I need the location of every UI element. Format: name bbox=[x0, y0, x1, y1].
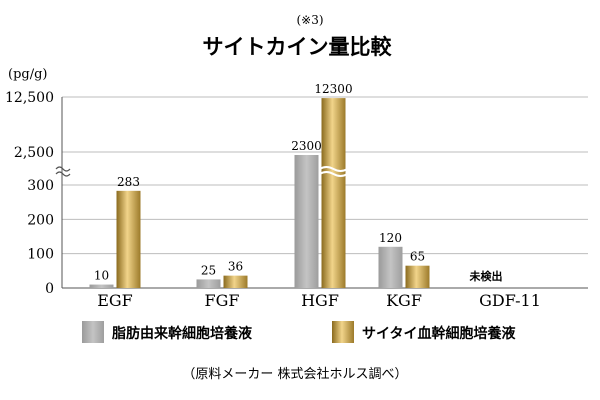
legend: 脂肪由来幹細胞培養液 サイタイ血幹細胞培養液 bbox=[82, 321, 516, 343]
x-tick-label: KGF bbox=[386, 291, 422, 310]
data-label: 2300 bbox=[291, 139, 322, 153]
axis-break-mark bbox=[55, 166, 71, 172]
y-tick-label: 2,500 bbox=[14, 145, 54, 161]
y-tick-label: 100 bbox=[27, 247, 54, 263]
bar-break-mark bbox=[319, 166, 348, 172]
bar bbox=[294, 155, 319, 288]
reference-note: (※3) bbox=[296, 13, 323, 27]
bar bbox=[321, 98, 346, 288]
legend-swatch-cord-blood bbox=[332, 321, 354, 343]
legend-label-adipose: 脂肪由来幹細胞培養液 bbox=[111, 325, 253, 342]
y-tick-label: 300 bbox=[27, 178, 54, 194]
bar bbox=[196, 279, 221, 288]
data-label: 12300 bbox=[314, 82, 352, 96]
source-note: （原料メーカー 株式会社ホルス調べ） bbox=[182, 366, 407, 382]
bar bbox=[223, 275, 248, 288]
data-label: 10 bbox=[94, 269, 109, 283]
data-label: 65 bbox=[410, 250, 425, 264]
x-tick-label: GDF-11 bbox=[479, 291, 541, 310]
data-label: 283 bbox=[117, 175, 140, 189]
x-tick-labels: EGF FGF HGF KGF GDF-11 bbox=[97, 291, 541, 310]
data-labels: 10 283 25 36 2300 12300 120 65 未検出 bbox=[94, 82, 503, 283]
x-tick-label: EGF bbox=[97, 291, 133, 310]
axis-breaks bbox=[55, 166, 348, 177]
y-axis-unit: (pg/g) bbox=[8, 67, 48, 82]
bar bbox=[405, 265, 430, 288]
x-tick-label: HGF bbox=[301, 291, 339, 310]
axis-break-mark bbox=[55, 171, 71, 177]
bar bbox=[116, 190, 141, 288]
bar-break-mark bbox=[319, 171, 348, 177]
y-tick-label: 12,500 bbox=[5, 90, 54, 106]
bar bbox=[89, 284, 114, 288]
legend-label-cord-blood: サイタイ血幹細胞培養液 bbox=[362, 325, 516, 342]
y-tick-label: 200 bbox=[27, 212, 54, 228]
data-label: 25 bbox=[201, 263, 216, 277]
legend-swatch-adipose bbox=[82, 321, 104, 343]
y-tick-label: 0 bbox=[45, 281, 54, 297]
bars bbox=[89, 98, 430, 288]
bar bbox=[378, 246, 403, 288]
y-tick-labels: 0 100 200 300 2,500 12,500 bbox=[5, 90, 54, 297]
data-label: 120 bbox=[379, 231, 402, 245]
data-label: 36 bbox=[228, 260, 243, 274]
chart-title: サイトカイン量比較 bbox=[203, 35, 393, 59]
not-detected-label: 未検出 bbox=[469, 269, 503, 283]
x-tick-label: FGF bbox=[205, 291, 240, 310]
